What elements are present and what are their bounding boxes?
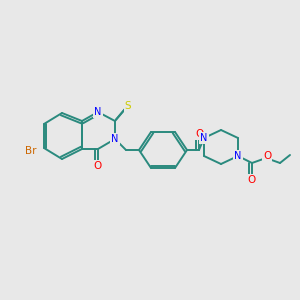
Text: N: N	[111, 134, 119, 144]
Text: O: O	[195, 129, 203, 139]
Text: O: O	[94, 161, 102, 171]
Text: O: O	[263, 151, 271, 161]
Text: Br: Br	[25, 146, 36, 156]
Text: N: N	[200, 133, 208, 143]
Text: O: O	[248, 175, 256, 185]
Text: S: S	[125, 101, 131, 111]
Text: N: N	[234, 151, 242, 161]
Text: N: N	[94, 107, 102, 117]
